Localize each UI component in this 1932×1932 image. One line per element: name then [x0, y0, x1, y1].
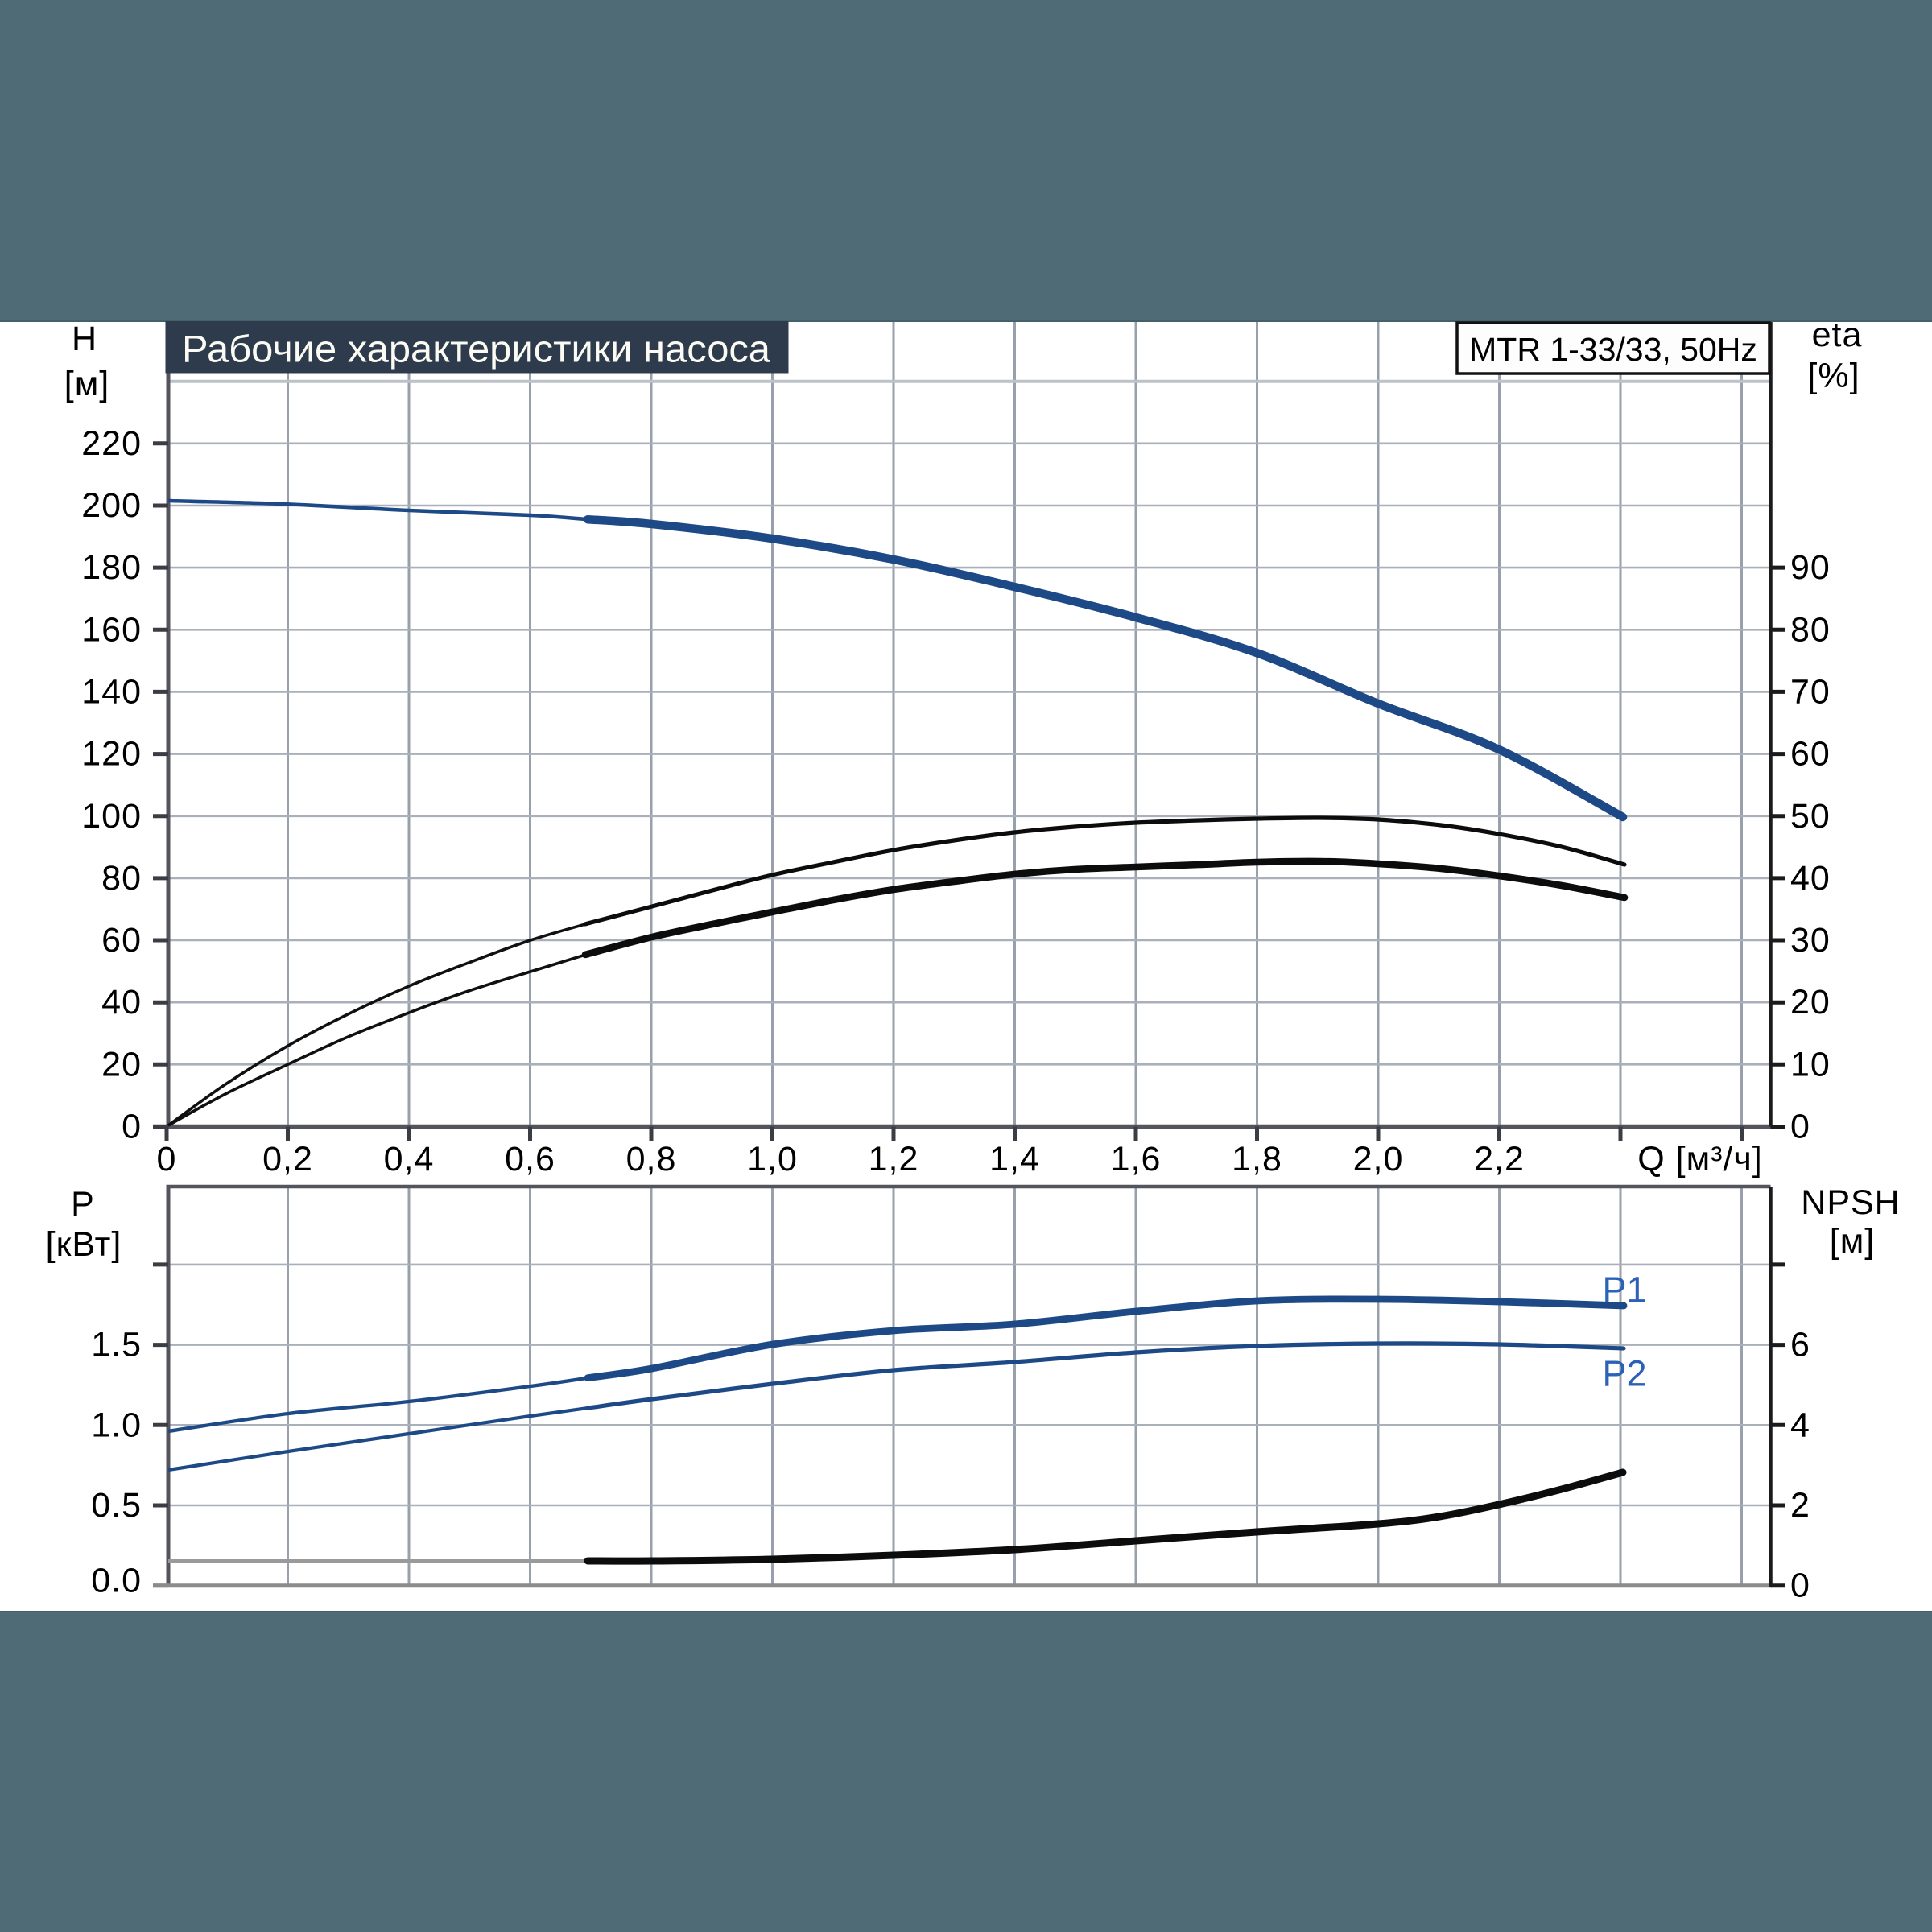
- svg-text:Q [м³/ч]: Q [м³/ч]: [1637, 1140, 1763, 1179]
- svg-text:180: 180: [81, 548, 142, 587]
- svg-text:P1: P1: [1602, 1269, 1646, 1311]
- svg-text:60: 60: [101, 921, 142, 960]
- svg-text:2: 2: [1790, 1486, 1810, 1525]
- svg-text:80: 80: [101, 859, 142, 898]
- svg-text:0,2: 0,2: [262, 1140, 313, 1179]
- svg-text:70: 70: [1790, 672, 1831, 711]
- svg-text:1,0: 1,0: [747, 1140, 798, 1179]
- svg-text:[%]: [%]: [1807, 357, 1860, 395]
- svg-text:0,4: 0,4: [384, 1140, 435, 1179]
- svg-text:[кВт]: [кВт]: [46, 1225, 122, 1264]
- svg-text:0,8: 0,8: [626, 1140, 677, 1179]
- svg-text:160: 160: [81, 610, 142, 649]
- svg-text:50: 50: [1790, 797, 1831, 836]
- svg-text:eta: eta: [1812, 316, 1863, 354]
- svg-text:Рабочие характеристики насоса: Рабочие характеристики насоса: [182, 328, 771, 370]
- svg-text:80: 80: [1790, 610, 1831, 649]
- svg-text:30: 30: [1790, 921, 1831, 960]
- svg-text:[м]: [м]: [64, 365, 109, 403]
- svg-text:20: 20: [101, 1045, 142, 1084]
- svg-text:0.5: 0.5: [91, 1486, 142, 1525]
- svg-text:60: 60: [1790, 735, 1831, 774]
- svg-text:0: 0: [157, 1140, 177, 1179]
- svg-text:4: 4: [1790, 1406, 1810, 1444]
- svg-text:0: 0: [1790, 1108, 1810, 1146]
- svg-text:P: P: [71, 1185, 95, 1224]
- svg-text:1,4: 1,4: [989, 1140, 1040, 1179]
- svg-text:0.0: 0.0: [91, 1562, 142, 1600]
- svg-text:40: 40: [101, 983, 142, 1022]
- svg-text:0,6: 0,6: [505, 1140, 555, 1179]
- svg-text:1.0: 1.0: [91, 1406, 142, 1444]
- svg-text:P2: P2: [1602, 1353, 1646, 1394]
- svg-text:10: 10: [1790, 1045, 1831, 1084]
- svg-text:100: 100: [81, 797, 142, 836]
- svg-text:90: 90: [1790, 548, 1831, 587]
- svg-text:20: 20: [1790, 983, 1831, 1022]
- svg-text:1,8: 1,8: [1232, 1140, 1282, 1179]
- svg-text:NPSH: NPSH: [1801, 1183, 1900, 1222]
- svg-text:40: 40: [1790, 859, 1831, 898]
- svg-text:1,6: 1,6: [1111, 1140, 1162, 1179]
- svg-text:140: 140: [81, 672, 142, 711]
- svg-text:H: H: [72, 320, 97, 358]
- svg-text:1,2: 1,2: [869, 1140, 919, 1179]
- svg-text:0: 0: [122, 1108, 142, 1146]
- svg-text:[м]: [м]: [1830, 1222, 1875, 1261]
- svg-text:2,0: 2,0: [1353, 1140, 1404, 1179]
- svg-text:2,2: 2,2: [1474, 1140, 1525, 1179]
- svg-text:0: 0: [1790, 1567, 1810, 1605]
- svg-text:MTR 1-33/33, 50Hz: MTR 1-33/33, 50Hz: [1469, 331, 1757, 368]
- svg-text:220: 220: [81, 424, 142, 463]
- svg-text:120: 120: [81, 735, 142, 774]
- svg-text:6: 6: [1790, 1326, 1810, 1364]
- svg-text:1.5: 1.5: [91, 1326, 142, 1364]
- svg-text:200: 200: [81, 486, 142, 525]
